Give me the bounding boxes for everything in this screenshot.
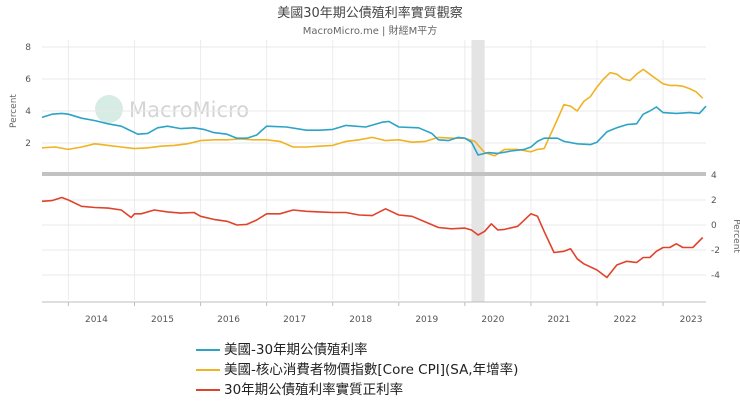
x-tick-label: 2023 <box>680 315 703 325</box>
legend-swatch-blue <box>196 349 220 351</box>
x-axis: 2014 2015 2016 2017 2018 2019 2020 2021 2022 2023 <box>42 301 706 325</box>
lower-panel-lines <box>41 196 704 279</box>
watermark-icon <box>95 95 123 123</box>
lower-y-axis: 4 2 0 -2 -4 <box>711 171 720 281</box>
y-tick-label: 8 <box>25 43 31 53</box>
legend-item-core-cpi[interactable]: 美國-核心消費者物價指數[Core CPI](SA,年增率) <box>196 360 518 380</box>
y-tick-label: 4 <box>25 107 31 117</box>
y-tick-label: -4 <box>711 271 720 281</box>
x-tick-label: 2015 <box>151 315 174 325</box>
line-real-rate <box>41 196 704 279</box>
legend: 美國-30年期公債殖利率 美國-核心消費者物價指數[Core CPI](SA,年… <box>196 340 518 400</box>
x-tick-label: 2016 <box>217 315 240 325</box>
y-tick-label: 2 <box>711 196 717 206</box>
x-tick-label: 2022 <box>614 315 637 325</box>
upper-y-axis: 2 4 6 8 <box>25 43 31 149</box>
y-tick-label: -2 <box>711 246 720 256</box>
x-tick-label: 2018 <box>349 315 372 325</box>
upper-y-axis-title: Percent <box>9 94 19 128</box>
x-tick-label: 2019 <box>415 315 438 325</box>
x-tick-label: 2017 <box>283 315 306 325</box>
chart-title: 美國30年期公債殖利率實質觀察 <box>277 5 463 21</box>
legend-label-real-rate: 30年期公債殖利率實質正利率 <box>224 382 404 398</box>
lower-y-axis-title: Percent <box>731 219 740 253</box>
upper-panel-lines <box>41 68 707 157</box>
watermark-logo: MacroMicro <box>95 95 249 123</box>
legend-item-real-rate[interactable]: 30年期公債殖利率實質正利率 <box>196 380 518 400</box>
y-tick-label: 6 <box>25 75 31 85</box>
legend-label-core-cpi: 美國-核心消費者物價指數[Core CPI](SA,年增率) <box>224 362 519 378</box>
y-tick-label: 0 <box>711 221 717 231</box>
y-tick-label: 4 <box>711 171 717 181</box>
chart-subtitle: MacroMicro.me | 財經M平方 <box>303 24 437 37</box>
grid <box>42 40 706 300</box>
legend-label-yield: 美國-30年期公債殖利率 <box>224 342 368 358</box>
x-tick-label: 2020 <box>481 315 504 325</box>
watermark-text: MacroMicro <box>129 98 249 122</box>
recession-shading <box>471 40 485 302</box>
line-30y-yield <box>41 105 707 156</box>
legend-swatch-yellow <box>196 369 220 371</box>
y-tick-label: 2 <box>25 139 31 149</box>
panel-divider <box>42 172 706 176</box>
legend-swatch-red <box>196 389 220 391</box>
legend-item-yield[interactable]: 美國-30年期公債殖利率 <box>196 340 518 360</box>
x-tick-label: 2021 <box>547 315 570 325</box>
x-tick-label: 2014 <box>85 315 108 325</box>
